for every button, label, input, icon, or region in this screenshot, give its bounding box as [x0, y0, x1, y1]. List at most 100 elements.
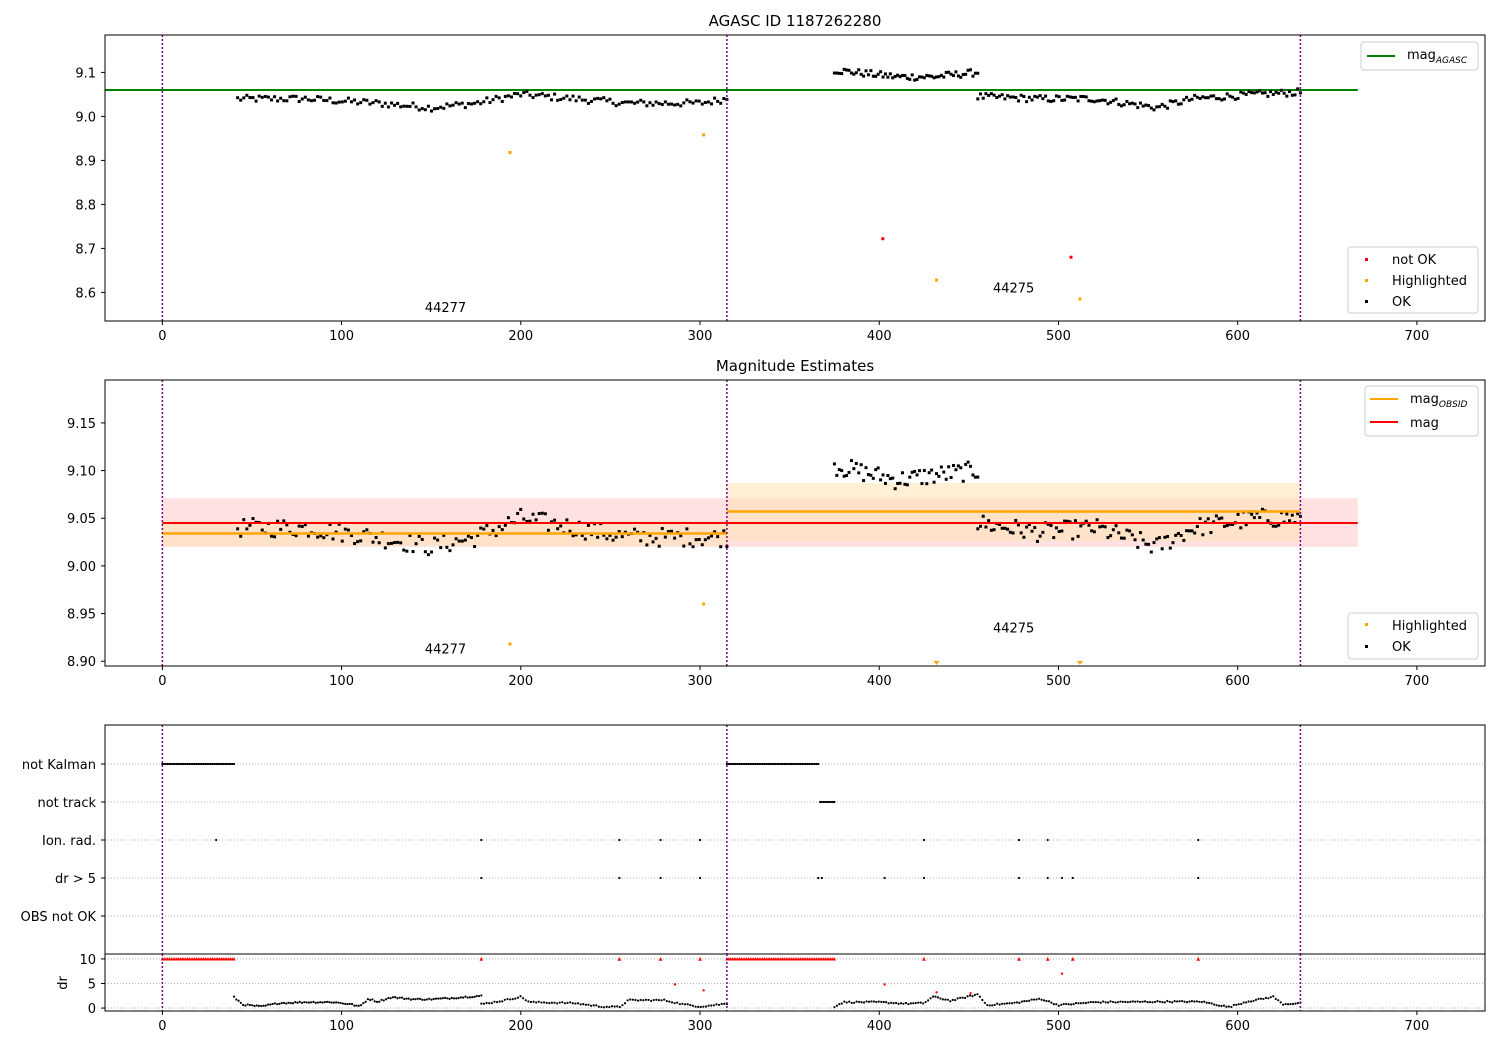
dr-flagged-point	[969, 992, 972, 995]
ok-point	[1160, 102, 1164, 106]
ok-point	[685, 527, 689, 531]
dr-point	[993, 1003, 996, 1007]
ok-point	[260, 528, 264, 532]
dr-point	[1087, 1001, 1090, 1004]
ok-point	[534, 93, 538, 97]
dr-point	[403, 997, 406, 1001]
dr-point	[1291, 1002, 1295, 1006]
flag-point	[808, 762, 811, 766]
dr-point	[589, 1004, 593, 1007]
ok-point	[1157, 536, 1161, 540]
dr-point	[595, 1004, 598, 1007]
ok-point	[380, 104, 384, 108]
ok-point	[1244, 523, 1248, 527]
ok-point	[1271, 93, 1275, 97]
flag-point	[618, 876, 621, 880]
dr-point	[1180, 999, 1184, 1003]
ok-point	[1006, 527, 1010, 531]
flag-point	[795, 762, 798, 766]
ok-point	[605, 537, 609, 541]
ok-point	[1079, 524, 1083, 528]
dr-point	[524, 999, 527, 1002]
ok-point	[1076, 534, 1080, 538]
ok-point	[1035, 95, 1039, 99]
dr-point	[350, 1002, 354, 1006]
ok-point	[949, 72, 953, 76]
ok-point	[316, 95, 320, 99]
dr-point	[877, 1000, 880, 1003]
dr-flagged-point	[673, 983, 677, 986]
flag-point	[209, 762, 212, 766]
ok-point	[429, 109, 433, 113]
ok-point	[362, 98, 366, 102]
ok-point	[303, 523, 307, 527]
flag-point	[659, 876, 662, 880]
dr-point	[991, 1004, 994, 1007]
ok-point	[285, 523, 289, 527]
dr-point	[699, 1005, 702, 1009]
ok-point	[666, 102, 670, 106]
flag-point	[1017, 876, 1021, 880]
flag-point	[725, 762, 728, 766]
ok-point	[1084, 95, 1088, 99]
dr-point	[384, 998, 388, 1001]
ok-point	[992, 93, 996, 97]
dr-point	[968, 994, 972, 997]
dr-point	[1033, 998, 1036, 1001]
flag-point	[829, 800, 832, 804]
ok-point	[1000, 526, 1004, 530]
dr-point	[882, 1000, 885, 1004]
ok-point	[389, 541, 393, 545]
flag-point	[741, 762, 745, 766]
ok-point	[1016, 523, 1020, 527]
flag-point	[763, 762, 766, 766]
flag-point	[752, 762, 755, 766]
legend-highlighted: Highlighted	[1392, 274, 1467, 289]
ok-point	[402, 548, 406, 552]
dr-point	[655, 998, 658, 1001]
dr-point	[647, 998, 650, 1002]
obsid-label: 44275	[993, 281, 1034, 296]
ok-point	[663, 535, 667, 539]
ok-point	[648, 101, 652, 105]
ok-point	[1236, 512, 1240, 516]
dr-point	[1232, 1003, 1235, 1006]
ok-point	[961, 479, 965, 483]
x-tick-label: 500	[1046, 329, 1071, 344]
flag-point	[189, 762, 193, 766]
ok-point	[288, 95, 292, 99]
dr-point	[455, 997, 458, 1000]
ok-point	[981, 96, 985, 100]
ok-point	[473, 101, 477, 105]
ok-point	[1130, 101, 1134, 105]
dr-clipped-marker	[1070, 956, 1075, 961]
flag-point	[698, 876, 702, 880]
dr-point	[1126, 1001, 1129, 1004]
ok-point	[710, 102, 714, 106]
ok-point	[1231, 522, 1235, 526]
ok-point	[414, 542, 418, 546]
flag-point	[659, 838, 662, 842]
dr-point	[973, 993, 977, 997]
dr-point	[833, 1006, 836, 1009]
ok-point	[1025, 100, 1029, 104]
dr-point	[1161, 1000, 1164, 1004]
flag-point	[1046, 838, 1049, 842]
panel-title: Magnitude Estimates	[716, 357, 874, 375]
flag-point	[180, 762, 184, 766]
dr-point	[1240, 1002, 1243, 1006]
x-tick-label: 500	[1046, 1019, 1071, 1034]
y-tick-label: 5	[88, 977, 96, 992]
dr-point	[328, 1000, 331, 1004]
ok-point	[319, 95, 323, 99]
ok-point	[725, 544, 729, 548]
ok-point	[546, 93, 550, 97]
ok-point	[942, 75, 946, 79]
ok-point	[1098, 99, 1102, 103]
dr-point	[689, 1003, 692, 1007]
dr-point	[1079, 1002, 1083, 1005]
flag-point	[772, 762, 775, 766]
ok-point	[383, 546, 387, 550]
ok-point	[353, 542, 357, 546]
ok-point	[1176, 102, 1180, 106]
